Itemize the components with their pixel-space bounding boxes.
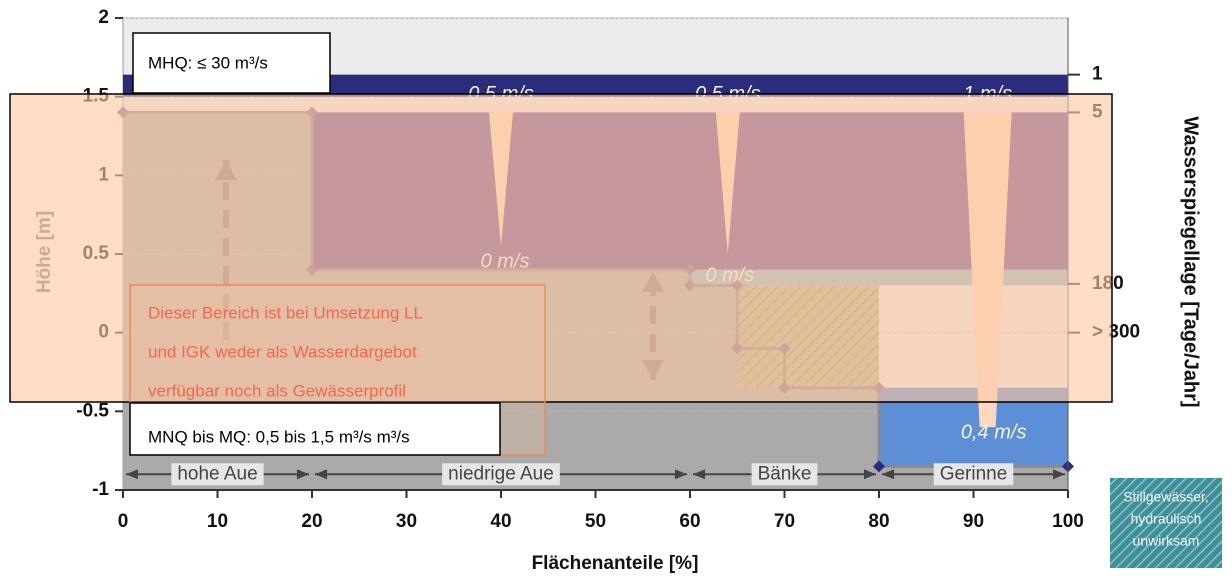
note-text: und IGK weder als Wasserdargebot <box>148 342 417 361</box>
y-tick-label: -0.5 <box>76 400 109 421</box>
zone-label-bg <box>171 463 264 486</box>
zone-head <box>864 469 876 480</box>
mhq-box <box>132 32 331 94</box>
zone-head <box>675 469 687 480</box>
legend-text: hydraulisch <box>1131 511 1202 527</box>
highlight-overlay <box>9 93 1113 403</box>
zone-head <box>882 469 894 480</box>
zone-label-bg <box>751 463 818 486</box>
y2-axis-label: Wasserspiegellage [Tage/Jahr] <box>1180 116 1202 407</box>
zone-head <box>693 469 705 480</box>
zone-label-bg <box>442 463 560 486</box>
x-tick-label: 20 <box>301 511 322 532</box>
x-tick-label: 100 <box>1052 511 1084 532</box>
x-tick-label: 60 <box>679 511 700 532</box>
legend-text: unwirksam <box>1133 533 1200 549</box>
zone-head <box>297 469 309 480</box>
x-tick-label: 90 <box>963 511 984 532</box>
x-tick-label: 40 <box>490 511 511 532</box>
y2-tick-label: 1 <box>1092 64 1103 85</box>
zone-label: Bänke <box>758 463 812 484</box>
zone-label-bg <box>933 463 1014 486</box>
velocity-bottom-label: 0,4 m/s <box>961 421 1027 443</box>
x-tick-label: 30 <box>396 511 417 532</box>
x-tick-label: 0 <box>118 511 129 532</box>
note-text: verfügbar noch als Gewässerprofil <box>148 381 406 400</box>
zone-label: hohe Aue <box>177 463 257 484</box>
x-axis-label: Flächenanteile [%] <box>532 553 699 574</box>
x-tick-label: 80 <box>868 511 889 532</box>
zone-label: Gerinne <box>940 463 1008 484</box>
y-tick-label: 2 <box>98 7 109 28</box>
mnq-box <box>129 402 501 456</box>
legend-text: Stillgewässer, <box>1123 489 1209 505</box>
x-tick-label: 10 <box>207 511 228 532</box>
mhq-text: MHQ: ≤ 30 m³/s <box>148 53 268 72</box>
x-tick-label: 50 <box>585 511 606 532</box>
x-tick-label: 70 <box>774 511 795 532</box>
overlays: Dieser Bereich ist bei Umsetzung LL und I… <box>9 32 1222 568</box>
y-tick-label: -1 <box>92 479 109 500</box>
profile-point <box>873 460 885 473</box>
zone-head <box>315 469 327 480</box>
water-band <box>123 74 1068 97</box>
zone-head <box>126 469 138 480</box>
zone-head <box>1053 469 1065 480</box>
mnq-text: MNQ bis MQ: 0,5 bis 1,5 m³/s m³/s <box>148 427 410 446</box>
note-text: Dieser Bereich ist bei Umsetzung LL <box>148 303 423 322</box>
legend-box <box>1110 478 1222 568</box>
zone-label: niedrige Aue <box>448 463 554 484</box>
